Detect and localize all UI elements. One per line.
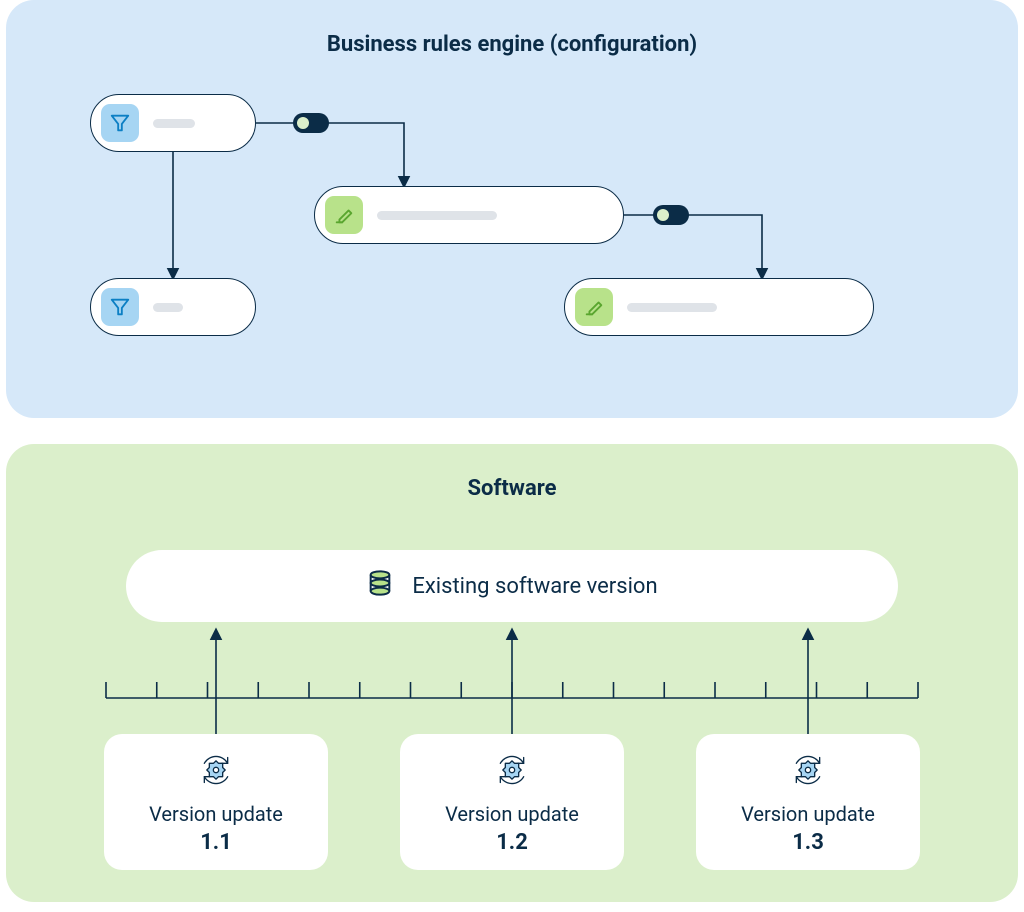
config-panel: Business rules engine (configuration)	[6, 0, 1018, 418]
version-number: 1.1	[200, 830, 232, 855]
gear-refresh-icon	[492, 750, 532, 794]
gear-refresh-icon	[196, 750, 236, 794]
version-label: Version update	[149, 802, 283, 826]
flow-node-filter-2	[90, 278, 256, 336]
placeholder-text	[153, 119, 195, 128]
placeholder-text	[153, 303, 183, 312]
filter-icon	[101, 104, 139, 142]
existing-version-label: Existing software version	[412, 574, 657, 599]
software-title: Software	[6, 444, 1018, 501]
flow-node-edit-2	[564, 278, 874, 336]
edit-icon	[325, 196, 363, 234]
toggle-pill	[653, 205, 689, 225]
toggle-pill	[293, 113, 329, 133]
version-card: Version update 1.1	[104, 734, 328, 870]
version-number: 1.2	[496, 830, 528, 855]
software-panel: Software Existing software version	[6, 444, 1018, 902]
existing-version-bar: Existing software version	[126, 550, 898, 622]
filter-icon	[101, 288, 139, 326]
config-title: Business rules engine (configuration)	[6, 0, 1018, 57]
version-label: Version update	[445, 802, 579, 826]
version-number: 1.3	[792, 830, 824, 855]
flow-node-filter-1	[90, 94, 256, 152]
gear-refresh-icon	[788, 750, 828, 794]
placeholder-text	[627, 303, 717, 312]
placeholder-text	[377, 211, 497, 220]
version-card: Version update 1.3	[696, 734, 920, 870]
version-card: Version update 1.2	[400, 734, 624, 870]
edit-icon	[575, 288, 613, 326]
version-label: Version update	[741, 802, 875, 826]
flow-node-edit-1	[314, 186, 624, 244]
database-icon	[366, 569, 394, 603]
